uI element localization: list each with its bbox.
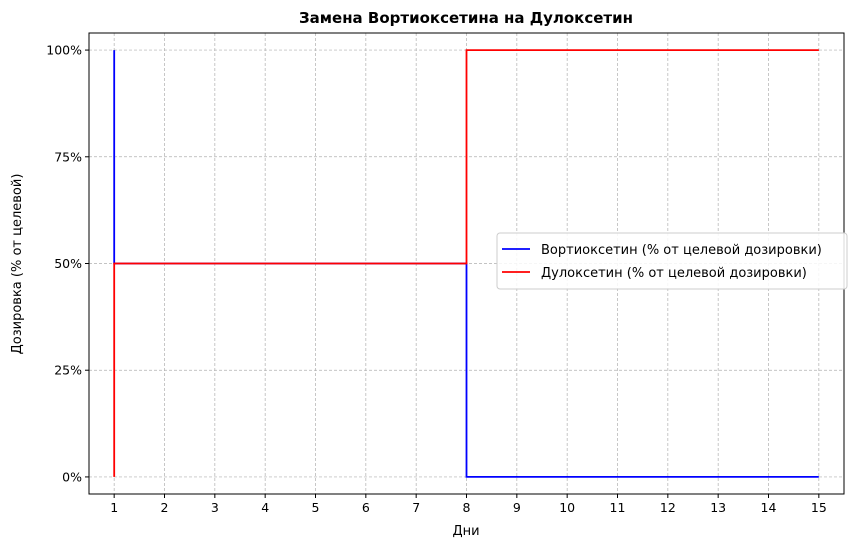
x-axis-label: Дни <box>452 524 479 539</box>
legend-box <box>496 232 848 290</box>
x-tick-label: 8 <box>463 500 471 515</box>
x-tick-label: 11 <box>610 500 626 515</box>
y-tick-label: 100% <box>46 43 82 58</box>
series-line-duloxetine <box>113 49 819 477</box>
x-tick-label: 9 <box>513 500 521 515</box>
y-axis-label: Дозировка (% от целевой) <box>10 174 25 355</box>
x-tick-label: 3 <box>211 500 219 515</box>
y-tick-label: 75% <box>54 149 82 164</box>
chart-title: Замена Вортиоксетина на Дулоксетин <box>299 9 633 27</box>
x-axis: 1 2 3 4 5 6 7 8 9 10 11 12 13 14 15 <box>110 494 827 515</box>
x-tick-label: 10 <box>559 500 575 515</box>
legend-label-vortioxetine: Вортиоксетин (% от целевой дозировки) <box>541 243 822 258</box>
legend-label-duloxetine: Дулоксетин (% от целевой дозировки) <box>541 266 807 281</box>
y-tick-label: 0% <box>62 469 82 484</box>
x-tick-label: 12 <box>660 500 676 515</box>
y-tick-label: 25% <box>54 363 82 378</box>
x-tick-label: 13 <box>710 500 726 515</box>
legend: Вортиоксетин (% от целевой дозировки) Ду… <box>496 232 848 290</box>
x-tick-label: 7 <box>412 500 420 515</box>
x-tick-label: 4 <box>261 500 269 515</box>
x-tick-label: 14 <box>761 500 777 515</box>
y-axis: 0% 25% 50% 75% 100% <box>46 43 89 484</box>
x-tick-label: 2 <box>161 500 169 515</box>
x-tick-label: 15 <box>811 500 827 515</box>
x-tick-label: 1 <box>110 500 118 515</box>
x-tick-label: 6 <box>362 500 370 515</box>
y-tick-label: 50% <box>54 256 82 271</box>
x-tick-label: 5 <box>312 500 320 515</box>
series-layer <box>113 49 819 478</box>
